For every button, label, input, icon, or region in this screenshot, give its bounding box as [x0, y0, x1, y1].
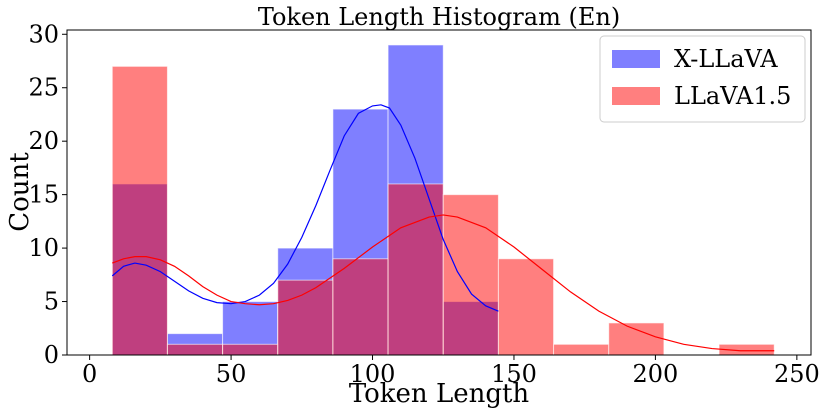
- legend: X-LLaVA LLaVA1.5: [599, 35, 806, 123]
- y-tick-label: 20: [28, 127, 59, 155]
- llava15-bar-1: [166, 343, 224, 356]
- x-tick-label: 100: [350, 360, 396, 388]
- y-tick-label: 25: [28, 74, 59, 102]
- x-tick-label: 200: [633, 360, 679, 388]
- llava15-bar-7: [497, 258, 555, 356]
- legend-label-llava15: LLaVA1.5: [674, 82, 791, 110]
- llava15-bar-0: [111, 65, 168, 356]
- llava15-bar-2: [222, 343, 279, 356]
- x-llava-kde-line: [111, 104, 499, 312]
- llava15-bar-5: [387, 183, 444, 356]
- x-tick-label: 0: [82, 360, 97, 388]
- legend-swatch-x-llava: [612, 50, 660, 68]
- y-axis-ticks: 0 5 10 15 20 25 30: [28, 20, 67, 369]
- y-axis-label: Count: [5, 152, 35, 232]
- x-tick-label: 50: [216, 360, 247, 388]
- llava15-bar-6: [442, 194, 499, 356]
- llava15-bar-9: [608, 322, 665, 356]
- llava15-bar-4: [332, 258, 389, 356]
- y-tick-label: 15: [28, 181, 59, 209]
- y-tick-label: 0: [44, 341, 59, 369]
- plot-border: [66, 29, 812, 356]
- chart-title: Token Length Histogram (En): [258, 3, 620, 31]
- x-tick-label: 250: [774, 360, 820, 388]
- llava15-bar-8: [553, 343, 610, 356]
- x-tick-label: 150: [491, 360, 537, 388]
- y-tick-label: 10: [28, 234, 59, 262]
- legend-swatch-llava15: [612, 87, 660, 105]
- llava15-kde-line: [112, 214, 775, 352]
- llava15-bar-3: [277, 279, 334, 356]
- x-axis-label: Token Length: [349, 379, 530, 409]
- y-tick-label: 5: [44, 288, 59, 316]
- y-tick-label: 30: [28, 20, 59, 48]
- legend-label-x-llava: X-LLaVA: [674, 45, 778, 73]
- x-axis-ticks: 0 50 100 150 200 250: [82, 355, 820, 388]
